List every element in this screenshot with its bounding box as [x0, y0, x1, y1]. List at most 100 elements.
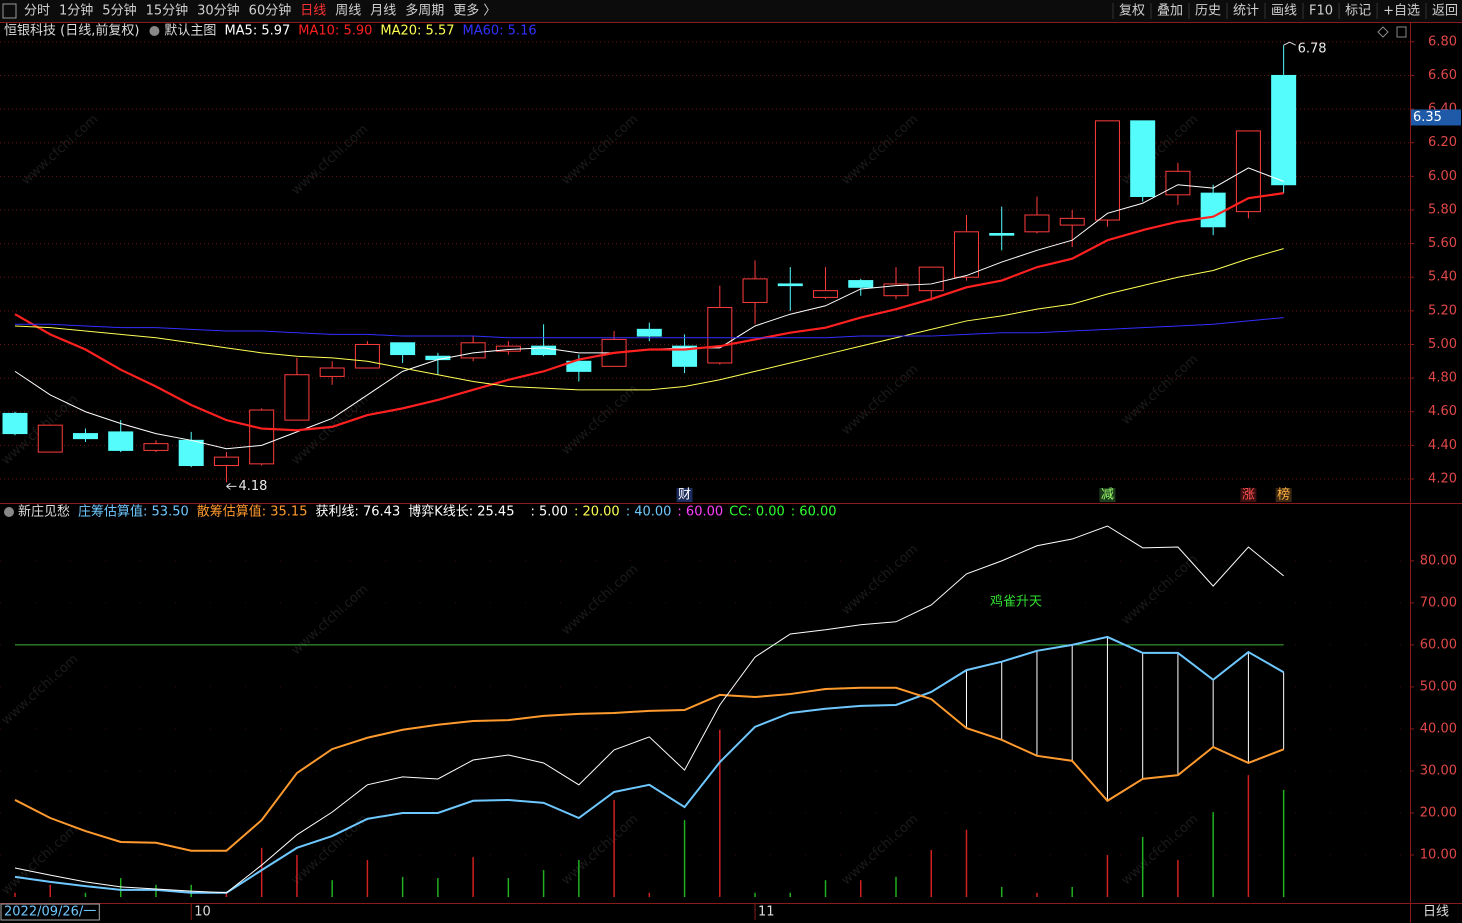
icon[interactable] [1396, 26, 1407, 38]
toolbar-item[interactable]: 历史 [1195, 4, 1221, 19]
y-tick-label: 70.00 [1420, 595, 1457, 610]
event-marker-bg [1099, 488, 1116, 502]
candle-body [883, 283, 909, 297]
period-label: 日线 [1423, 905, 1449, 920]
candle-body [813, 290, 839, 298]
event-marker[interactable]: 财 [678, 488, 691, 503]
candle-body [249, 409, 275, 465]
y-tick-label: 80.00 [1420, 553, 1457, 568]
chart-title: 新庄见愁 [18, 504, 70, 520]
indicator-line [14, 525, 1284, 894]
candle-body [1200, 192, 1226, 228]
candle-body [2, 412, 28, 435]
legend-entry: MA5: 5.97 [224, 24, 290, 39]
toolbar-item[interactable]: 复权 [1119, 3, 1145, 19]
indicator-line [14, 686, 1285, 852]
legend-entry: MA10: 5.90 [298, 24, 372, 39]
y-tick-label: 60.00 [1420, 637, 1457, 652]
y-tick-label: 6.20 [1428, 135, 1457, 150]
legend-entry: 庄筹估算值: 53.50 [78, 504, 189, 520]
legend-entry: MA20: 5.57 [380, 24, 454, 39]
y-tick-label: 6.60 [1428, 68, 1457, 83]
toolbar-item[interactable]: 日线 [300, 4, 326, 19]
toolbar-item[interactable]: 周线 [335, 4, 361, 19]
candle-body [390, 342, 416, 356]
menu-icon[interactable] [4, 507, 14, 517]
toolbar-item[interactable]: 分时 [24, 4, 50, 19]
candle-body [1094, 120, 1120, 221]
candle-body [531, 345, 557, 356]
max-pointer [1283, 41, 1296, 46]
y-tick-label: 4.20 [1428, 471, 1457, 486]
y-tick-label: 6.80 [1428, 34, 1457, 49]
candle-body [918, 266, 944, 292]
toolbar-item[interactable]: 1分钟 [59, 3, 93, 19]
candle-body [1271, 74, 1297, 186]
icon[interactable] [1377, 26, 1389, 38]
candle-body [354, 343, 380, 369]
event-marker[interactable]: 减 [1101, 488, 1114, 503]
menu-icon[interactable] [149, 26, 160, 36]
candle-body [777, 283, 803, 287]
toolbar-item[interactable]: +自选 [1383, 4, 1420, 19]
legend-entry: : 5.00 [530, 505, 567, 520]
candle-body [989, 232, 1015, 236]
chart-title: 恒银科技 (日线,前复权) [4, 23, 139, 39]
toolbar-item[interactable]: 返回 [1432, 4, 1458, 19]
toolbar-item[interactable]: 多周期 [405, 3, 444, 19]
toolbar-item[interactable]: 标记 [1345, 4, 1371, 19]
candle-body [72, 433, 98, 440]
candle-body [1165, 170, 1191, 196]
toolbar-item[interactable]: 统计 [1233, 4, 1259, 19]
toolbar-item[interactable]: 更多 〉 [453, 3, 496, 19]
candle-body [953, 231, 979, 278]
legend-entry: 获利线: 76.43 [315, 505, 400, 520]
annotation: 鸡雀升天 [990, 594, 1042, 610]
candle-body [566, 360, 592, 372]
event-marker[interactable]: 榜 [1277, 487, 1290, 503]
toolbar-item[interactable]: 画线 [1271, 4, 1297, 19]
event-marker-bg [1275, 488, 1292, 502]
toolbar-item[interactable]: 叠加 [1157, 4, 1183, 19]
toolbar-item[interactable]: F10 [1309, 4, 1333, 19]
toolbar-item[interactable]: 15分钟 [146, 3, 189, 19]
y-tick-label: 4.40 [1428, 438, 1457, 453]
y-tick-label: 5.60 [1428, 236, 1457, 251]
y-tick-label: 5.00 [1428, 337, 1457, 352]
y-tick-label: 30.00 [1420, 763, 1457, 778]
min-label: 4.18 [238, 479, 267, 494]
event-marker[interactable]: 涨 [1242, 488, 1255, 503]
toolbar-item[interactable]: 5分钟 [102, 3, 136, 19]
candle-body [1059, 217, 1085, 226]
toolbar-icon[interactable] [2, 3, 17, 19]
legend-entry: MA60: 5.16 [463, 24, 537, 39]
y-tick-label: 50.00 [1420, 679, 1457, 694]
candle-body [460, 342, 486, 359]
candle-body [1130, 120, 1156, 198]
last-price-tag [1411, 109, 1461, 126]
x-tick-label: 10 [194, 905, 211, 920]
event-marker-bg [676, 488, 693, 502]
y-tick-label: 4.60 [1428, 404, 1457, 419]
candle-body [284, 374, 310, 421]
y-tick-label: 40.00 [1420, 721, 1457, 736]
toolbar-bg [0, 0, 1462, 22]
ma-line [14, 248, 1284, 391]
event-marker-bg [1240, 488, 1257, 502]
candle-body [672, 345, 698, 367]
toolbar-item[interactable]: 30分钟 [197, 3, 240, 19]
toolbar-item[interactable]: 月线 [370, 4, 396, 19]
legend-entry: : 60.00 [677, 505, 723, 520]
y-tick-label: 5.20 [1428, 303, 1457, 318]
x-tick-label: 2022/09/26/一 [4, 905, 96, 920]
date-cursor-box [0, 903, 100, 921]
y-tick-label: 5.80 [1428, 202, 1457, 217]
toolbar-item[interactable]: 60分钟 [249, 3, 292, 19]
last-price-label: 6.35 [1413, 110, 1442, 125]
y-tick-label: 5.40 [1428, 270, 1457, 285]
y-tick-label: 20.00 [1420, 805, 1457, 820]
candle-body [848, 280, 874, 288]
